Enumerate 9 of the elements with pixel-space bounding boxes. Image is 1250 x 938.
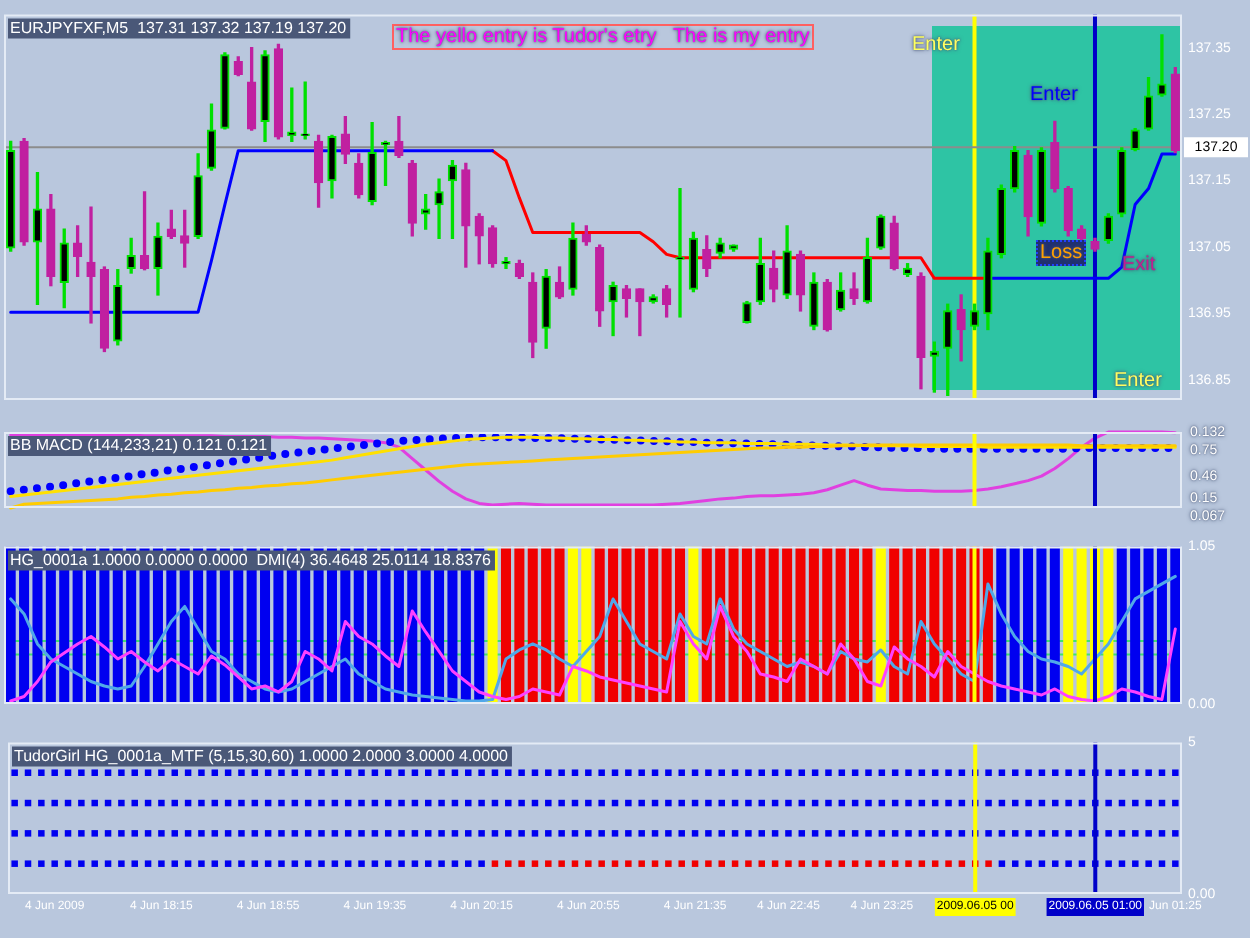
chart-title: EURJPYFXF,M5 137.31 137.32 137.19 137.20 bbox=[10, 18, 348, 37]
annotation: The yello entry is Tudor's etry The is my entry bbox=[392, 24, 814, 50]
chart-title: BB MACD (144,233,21) 0.121 0.121 bbox=[10, 436, 269, 455]
chart-title: TudorGirl HG_0001a_MTF (5,15,30,60) 1.0000 2.0000 3.0000 4.0000 bbox=[14, 746, 510, 765]
chart-title: HG_0001a 1.0000 0.0000 0.0000 DMI(4) 36.4648 25.0114 18.8376 bbox=[10, 550, 493, 569]
annotation: Exit bbox=[1120, 254, 1158, 276]
annotation: Enter bbox=[1112, 370, 1164, 392]
annotation: Loss bbox=[1036, 240, 1087, 266]
annotation: Enter bbox=[1028, 84, 1080, 106]
